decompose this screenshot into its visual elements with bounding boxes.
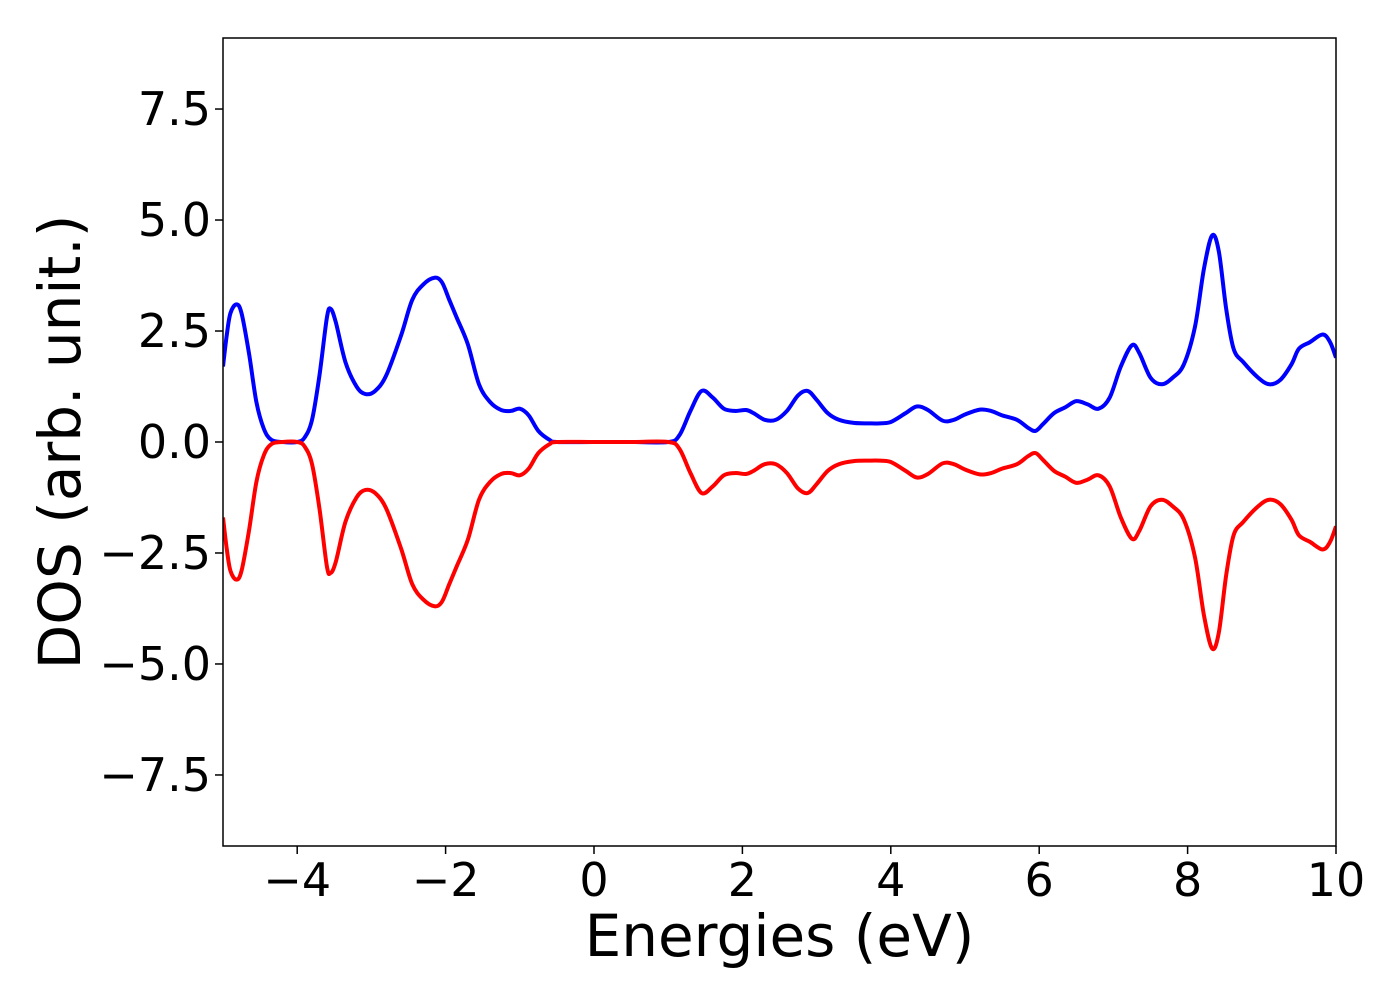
y-tick-label: −5.0 — [99, 637, 211, 691]
y-tick-label: 5.0 — [138, 193, 211, 247]
x-tick-label: 10 — [1307, 853, 1366, 907]
y-tick-label: −7.5 — [99, 748, 211, 802]
x-tick-label: 2 — [728, 853, 757, 907]
plot-frame — [222, 37, 1337, 847]
x-tick-label: −2 — [412, 853, 480, 907]
series-layer — [223, 232, 1336, 652]
x-axis-ticks: −4 −2 0 2 4 6 8 10 — [263, 846, 1365, 907]
y-tick-label: 2.5 — [138, 304, 211, 358]
x-tick-label: 6 — [1025, 853, 1054, 907]
y-axis-ticks: 7.5 5.0 2.5 0.0 −2.5 −5.0 −7.5 — [99, 82, 223, 802]
y-axis-label: DOS (arb. unit.) — [26, 215, 94, 670]
y-tick-label: 0.0 — [138, 415, 211, 469]
x-axis-label: Energies (eV) — [585, 902, 975, 970]
series-line-2 — [223, 439, 1336, 652]
y-tick-label: 7.5 — [138, 82, 211, 136]
series-line-1 — [223, 232, 1336, 445]
x-tick-label: −4 — [263, 853, 331, 907]
x-tick-label: 4 — [876, 853, 905, 907]
y-tick-label: −2.5 — [99, 526, 211, 580]
x-tick-label: 0 — [579, 853, 608, 907]
x-tick-label: 8 — [1173, 853, 1202, 907]
